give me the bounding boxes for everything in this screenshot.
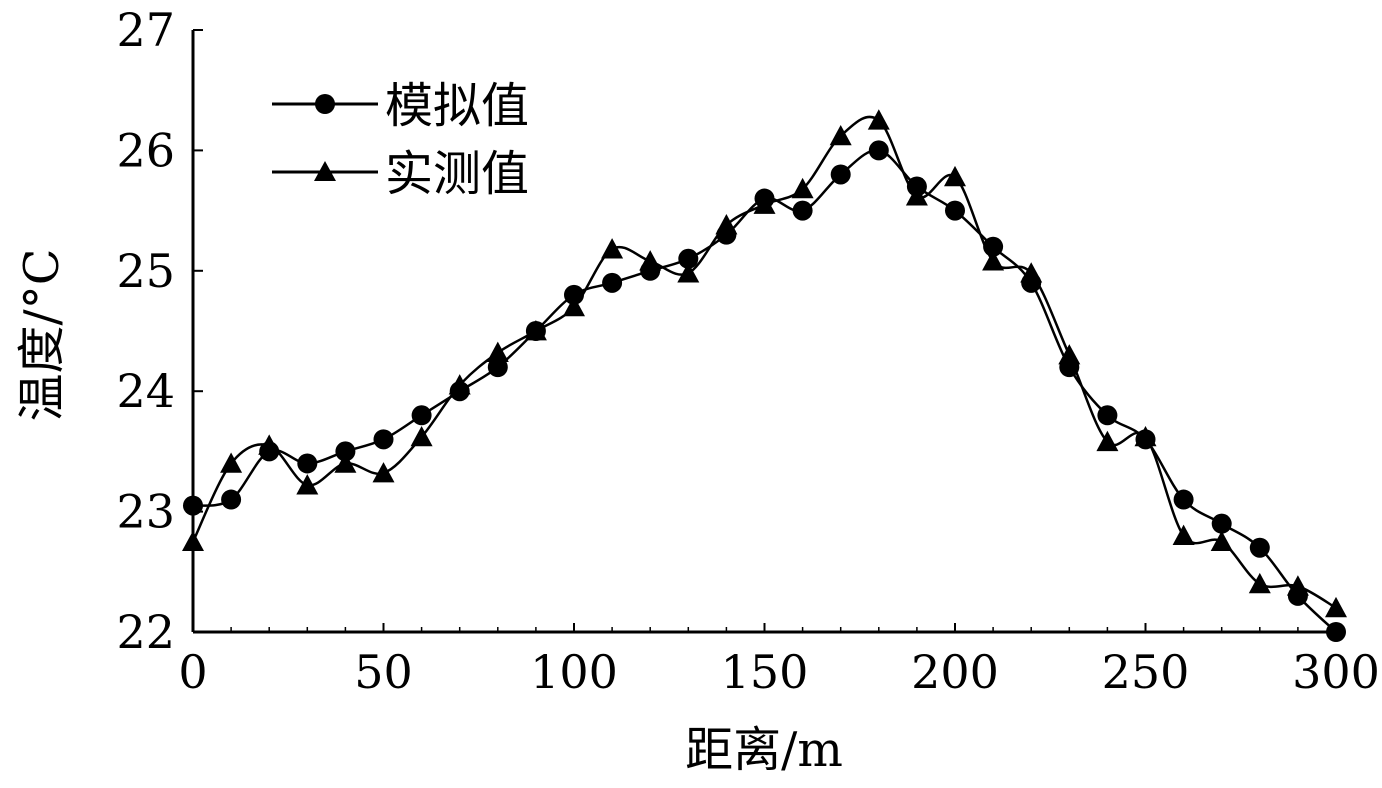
data-point-triangle: [182, 530, 204, 552]
data-point-triangle: [1058, 344, 1081, 365]
data-point-triangle: [905, 185, 928, 206]
x-tick-label: 100: [530, 645, 618, 699]
legend-item-simulated: 模拟值: [272, 78, 529, 134]
y-tick-label: 26: [116, 123, 175, 177]
data-point-triangle: [791, 177, 814, 199]
data-point-circle: [830, 164, 851, 185]
legend-marker-triangle: [314, 161, 336, 181]
x-tick-label: 300: [1292, 645, 1380, 699]
data-point-triangle: [1096, 430, 1119, 452]
data-point-circle: [183, 495, 203, 516]
data-point-triangle: [486, 341, 509, 363]
data-point-triangle: [1325, 596, 1347, 618]
y-ticks: 22 23 24 25 26 27: [116, 3, 203, 659]
data-point-triangle: [715, 214, 738, 235]
x-axis-label: 距离/m: [685, 722, 843, 778]
y-tick-label: 24: [116, 364, 175, 418]
x-tick-label: 0: [178, 645, 207, 699]
data-point-circle: [1097, 405, 1118, 426]
legend-label-simulated: 模拟值: [385, 78, 529, 134]
x-ticks: 0 50 100 150 200 250 300: [178, 623, 1380, 699]
data-point-triangle: [982, 250, 1005, 271]
data-point-triangle: [220, 452, 243, 473]
data-point-circle: [602, 272, 623, 293]
data-point-triangle: [296, 474, 319, 495]
legend-label-measured: 实测值: [385, 146, 529, 202]
legend-item-measured: 实测值: [272, 146, 529, 202]
data-point-circle: [792, 200, 813, 221]
x-tick-label: 250: [1102, 645, 1190, 699]
data-point-triangle: [639, 250, 662, 271]
y-tick-label: 22: [116, 605, 175, 659]
data-point-circle: [868, 140, 889, 161]
x-tick-label: 150: [721, 645, 809, 699]
data-point-circle: [373, 429, 394, 450]
x-tick-label: 200: [911, 645, 999, 699]
data-point-triangle: [1286, 575, 1309, 596]
data-point-circle: [945, 200, 965, 221]
data-point-circle: [487, 357, 508, 378]
data-point-circle: [1326, 622, 1346, 642]
data-point-triangle: [334, 452, 357, 473]
data-point-circle: [1211, 513, 1232, 534]
data-point-triangle: [944, 165, 966, 187]
data-point-triangle: [258, 434, 281, 455]
data-point-triangle: [563, 295, 585, 317]
data-point-triangle: [753, 193, 776, 214]
data-point-triangle: [524, 320, 547, 341]
series-measured: [182, 109, 1347, 618]
legend-marker-circle: [315, 94, 335, 114]
y-tick-label: 25: [116, 244, 175, 298]
data-point-circle: [335, 441, 356, 462]
series-line: [192, 149, 1337, 633]
data-point-triangle: [601, 238, 624, 259]
data-point-circle: [678, 248, 699, 269]
data-point-circle: [411, 405, 432, 426]
series-layer: [182, 109, 1347, 642]
data-point-triangle: [1020, 262, 1043, 283]
y-tick-label: 27: [116, 3, 175, 57]
data-point-circle: [297, 453, 318, 474]
data-point-triangle: [1210, 530, 1233, 552]
data-point-triangle: [677, 262, 700, 283]
data-point-triangle: [1134, 425, 1157, 447]
x-tick-label: 50: [354, 645, 413, 699]
axes: [191, 30, 1336, 634]
y-axis-label: 温度/°C: [14, 249, 70, 422]
data-point-circle: [1173, 489, 1194, 510]
data-point-triangle: [448, 374, 471, 395]
data-point-triangle: [410, 425, 433, 447]
legend: 模拟值 实测值: [272, 78, 529, 202]
data-point-triangle: [1172, 524, 1195, 546]
data-point-triangle: [867, 109, 890, 130]
y-tick-label: 23: [116, 485, 175, 539]
data-point-triangle: [372, 462, 395, 483]
data-point-circle: [221, 489, 242, 510]
data-point-triangle: [1248, 572, 1271, 594]
series-simulated: [183, 140, 1346, 642]
data-point-triangle: [829, 124, 852, 146]
data-point-circle: [1249, 537, 1270, 558]
